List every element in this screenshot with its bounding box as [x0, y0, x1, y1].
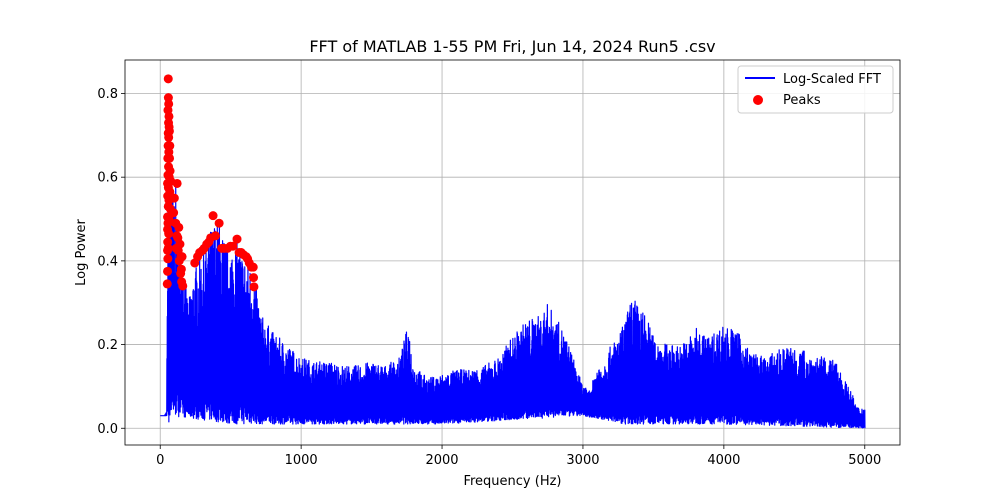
- peak-point: [248, 262, 258, 272]
- x-tick-label: 5000: [848, 453, 881, 468]
- legend-label-peaks: Peaks: [783, 93, 821, 108]
- peak-point: [169, 193, 179, 203]
- y-tick-label: 0.8: [97, 87, 118, 102]
- y-tick-label: 0.2: [97, 338, 118, 353]
- peak-point: [210, 231, 220, 241]
- peak-point: [162, 279, 172, 289]
- peak-point: [249, 273, 259, 283]
- x-axis-ticks: 0 1000 2000 3000 4000 5000: [156, 445, 881, 468]
- y-axis-ticks: 0.0 0.2 0.4 0.6 0.8: [97, 87, 125, 437]
- y-tick-label: 0.4: [97, 254, 118, 269]
- peak-point: [164, 132, 174, 142]
- plot-frame: [124, 59, 901, 446]
- y-tick-label: 0.6: [97, 171, 118, 186]
- peak-point: [163, 254, 173, 264]
- x-tick-label: 2000: [425, 453, 458, 468]
- peak-point: [232, 234, 242, 244]
- fft-line: [159, 94, 866, 429]
- peak-point: [174, 222, 184, 232]
- peak-point: [177, 252, 187, 262]
- plot-series: [159, 74, 866, 429]
- peak-point: [249, 282, 259, 292]
- x-tick-label: 1000: [285, 453, 318, 468]
- peak-point: [163, 74, 173, 84]
- legend-box: [737, 65, 894, 114]
- peak-point: [208, 211, 218, 221]
- peak-point: [163, 245, 173, 255]
- legend-label-fft: Log-Scaled FFT: [783, 72, 881, 87]
- peak-point: [172, 178, 182, 188]
- chart-title: FFT of MATLAB 1-55 PM Fri, Jun 14, 2024 …: [309, 37, 715, 56]
- peak-point: [169, 208, 179, 218]
- x-tick-label: 0: [156, 453, 164, 468]
- peak-point: [163, 266, 173, 276]
- x-tick-label: 3000: [566, 453, 599, 468]
- x-axis-label: Frequency (Hz): [463, 474, 561, 489]
- peak-point: [176, 268, 186, 278]
- peak-point: [228, 241, 238, 251]
- axes: [124, 59, 901, 446]
- legend: Log-Scaled FFT Peaks: [737, 65, 894, 114]
- peak-point: [164, 229, 174, 239]
- legend-peaks-swatch: [753, 95, 763, 105]
- peak-point: [165, 153, 175, 163]
- y-axis-label: Log Power: [74, 219, 89, 286]
- x-tick-label: 4000: [707, 453, 740, 468]
- peak-point: [178, 281, 188, 291]
- peak-point: [214, 218, 224, 228]
- y-tick-label: 0.0: [97, 422, 118, 437]
